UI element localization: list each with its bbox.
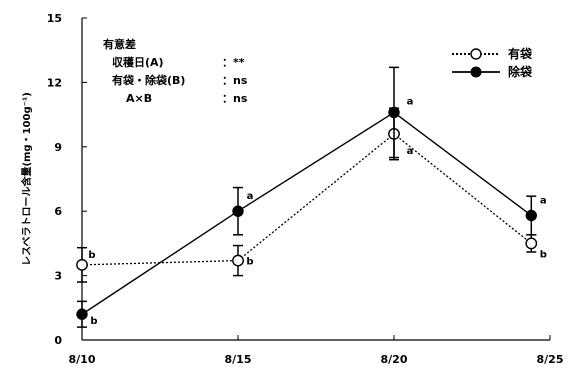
y-tick-label: 15 <box>47 12 62 25</box>
data-point-filled <box>388 106 400 119</box>
y-tick-label: 0 <box>54 334 62 347</box>
significance-label: b <box>88 250 95 261</box>
stats-row-value: ：** <box>222 56 245 69</box>
significance-label: b <box>246 257 253 268</box>
y-axis-label: レスベラトロール含量(mg・100g⁻¹) <box>20 92 33 266</box>
y-tick-label: 6 <box>54 205 62 218</box>
y-tick-label: 9 <box>54 141 62 154</box>
x-tick-label: 8/15 <box>225 353 252 366</box>
y-tick-label: 3 <box>54 270 62 283</box>
series-line <box>81 133 532 266</box>
data-point-open <box>232 254 244 267</box>
x-tick-label: 8/25 <box>537 353 564 366</box>
y-tick-label: 12 <box>47 76 62 89</box>
significance-label: b <box>540 249 547 260</box>
stats-row-label: 有袋・除袋(B) <box>112 73 185 87</box>
x-tick-label: 8/20 <box>381 353 408 366</box>
series-line <box>81 111 532 315</box>
legend-label-unbagged: 除袋 <box>508 64 533 79</box>
significance-label: b <box>90 316 97 327</box>
stats-title: 有意差 <box>103 37 136 51</box>
series-bagged <box>76 107 538 283</box>
series-unbagged <box>76 66 537 328</box>
stats-row-value: ：ns <box>222 92 248 105</box>
legend-marker-bagged <box>470 48 482 60</box>
data-point-filled <box>232 205 244 217</box>
data-point-open <box>76 258 88 271</box>
stats-row-value: ：ns <box>222 74 248 87</box>
significance-label: a <box>407 146 414 157</box>
stats-row-label: 収穫日(A) <box>112 55 164 69</box>
data-point-filled <box>76 308 88 320</box>
legend-marker-unbagged <box>470 66 482 78</box>
axes: 0 3 6 9 12 15 8/10 8/15 8/20 8/25 レスベラトロール含量(mg・10… <box>20 12 563 366</box>
legend-label-bagged: 有袋 <box>508 46 533 61</box>
significance-label: a <box>407 96 414 107</box>
x-tick-label: 8/10 <box>69 353 96 366</box>
data-point-open <box>525 237 538 250</box>
significance-label: a <box>247 191 254 202</box>
series <box>76 66 538 328</box>
labels: b b a b b a a a <box>88 96 546 327</box>
data-point-filled <box>525 209 537 222</box>
significance-label: a <box>540 195 547 206</box>
stats-row-label: A×B <box>126 92 152 105</box>
